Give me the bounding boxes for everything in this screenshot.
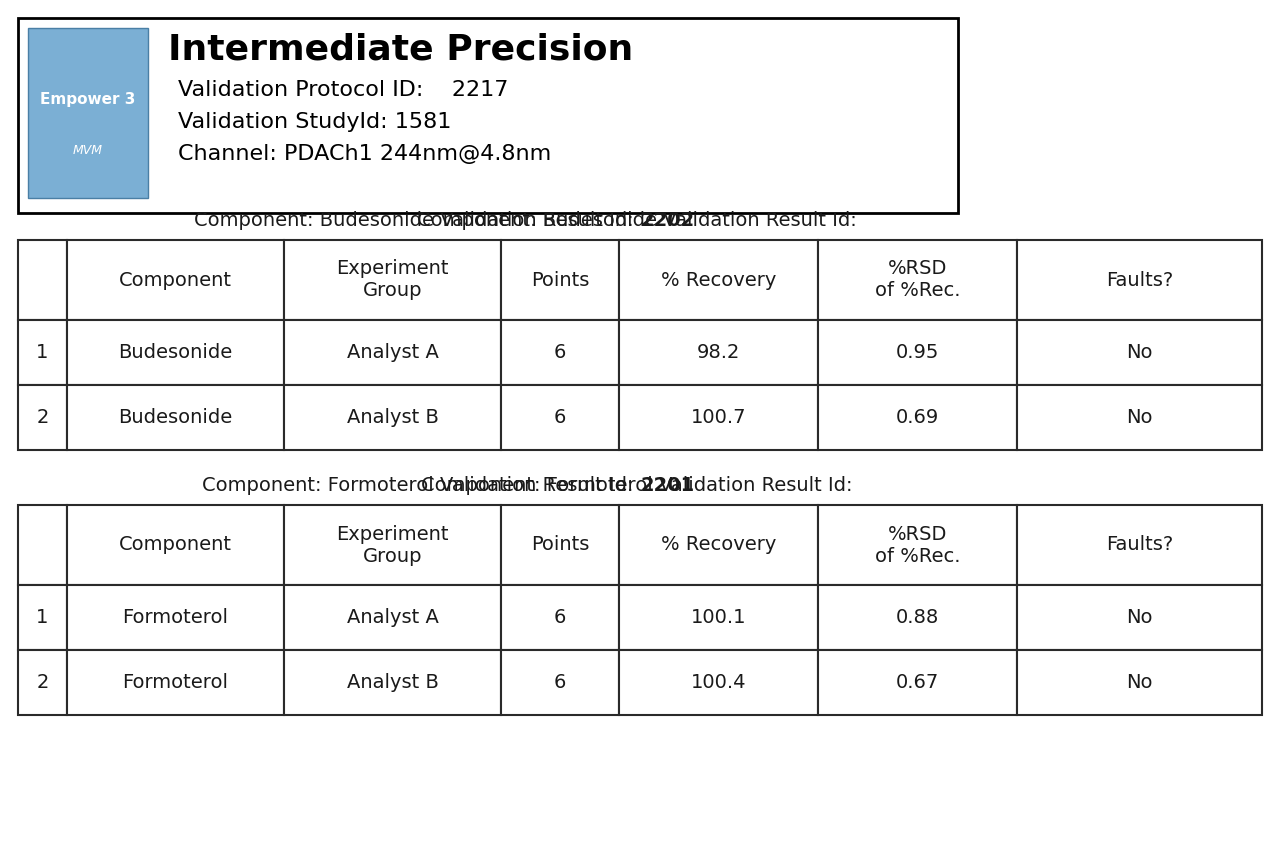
- Bar: [18, 385, 67, 450]
- Bar: [500, 650, 620, 715]
- Bar: [18, 18, 957, 213]
- Bar: [284, 505, 500, 585]
- Bar: [67, 650, 284, 715]
- Text: 2202: 2202: [640, 211, 694, 230]
- Bar: [18, 505, 67, 585]
- Text: Experiment
Group: Experiment Group: [337, 524, 449, 565]
- Bar: [620, 385, 818, 450]
- Text: No: No: [1126, 608, 1153, 627]
- Bar: [818, 585, 1018, 650]
- Text: 100.4: 100.4: [691, 673, 746, 692]
- Bar: [500, 585, 620, 650]
- Bar: [620, 585, 818, 650]
- Text: Component: Budesonide Validation Result Id:: Component: Budesonide Validation Result …: [195, 211, 640, 230]
- Bar: [1018, 320, 1262, 385]
- Text: 2201: 2201: [640, 476, 694, 495]
- Text: 0.88: 0.88: [896, 608, 940, 627]
- Text: Analyst A: Analyst A: [347, 343, 439, 362]
- Text: Formoterol: Formoterol: [123, 608, 229, 627]
- Bar: [18, 650, 67, 715]
- Bar: [500, 385, 620, 450]
- Bar: [28, 28, 148, 198]
- Bar: [1018, 240, 1262, 320]
- Bar: [500, 505, 620, 585]
- Text: Points: Points: [531, 535, 589, 555]
- Text: 2: 2: [36, 408, 49, 427]
- Bar: [1018, 650, 1262, 715]
- Text: Analyst A: Analyst A: [347, 608, 439, 627]
- Bar: [67, 585, 284, 650]
- Text: 1: 1: [36, 608, 49, 627]
- Text: Intermediate Precision: Intermediate Precision: [168, 33, 634, 67]
- Bar: [818, 650, 1018, 715]
- Bar: [1018, 385, 1262, 450]
- Text: Component: Formoterol Validation Result Id:: Component: Formoterol Validation Result …: [202, 476, 640, 495]
- Text: No: No: [1126, 408, 1153, 427]
- Text: Component: Formoterol Validation Result Id:: Component: Formoterol Validation Result …: [421, 476, 859, 495]
- Text: %RSD
of %Rec.: %RSD of %Rec.: [874, 260, 960, 300]
- Bar: [67, 385, 284, 450]
- Text: Faults?: Faults?: [1106, 535, 1174, 555]
- Bar: [818, 385, 1018, 450]
- Text: 6: 6: [554, 673, 566, 692]
- Text: Analyst B: Analyst B: [347, 673, 439, 692]
- Text: Points: Points: [531, 270, 589, 290]
- Bar: [1018, 585, 1262, 650]
- Text: 6: 6: [554, 408, 566, 427]
- Bar: [1018, 505, 1262, 585]
- Text: 6: 6: [554, 343, 566, 362]
- Text: Experiment
Group: Experiment Group: [337, 260, 449, 300]
- Bar: [67, 240, 284, 320]
- Bar: [284, 320, 500, 385]
- Text: 100.7: 100.7: [691, 408, 746, 427]
- Text: MVM: MVM: [73, 144, 102, 157]
- Text: No: No: [1126, 343, 1153, 362]
- Text: Budesonide: Budesonide: [118, 408, 233, 427]
- Text: 6: 6: [554, 608, 566, 627]
- Text: Formoterol: Formoterol: [123, 673, 229, 692]
- Bar: [18, 585, 67, 650]
- Text: 0.95: 0.95: [896, 343, 940, 362]
- Text: Validation Protocol ID:    2217: Validation Protocol ID: 2217: [178, 80, 508, 100]
- Text: Budesonide: Budesonide: [118, 343, 233, 362]
- Text: Analyst B: Analyst B: [347, 408, 439, 427]
- Text: Empower 3: Empower 3: [40, 91, 136, 107]
- Text: %RSD
of %Rec.: %RSD of %Rec.: [874, 524, 960, 565]
- Text: Component: Component: [119, 535, 232, 555]
- Bar: [284, 240, 500, 320]
- Bar: [18, 320, 67, 385]
- Text: 0.69: 0.69: [896, 408, 940, 427]
- Bar: [620, 650, 818, 715]
- Bar: [818, 320, 1018, 385]
- Text: Component: Budesonide Validation Result Id:: Component: Budesonide Validation Result …: [417, 211, 863, 230]
- Bar: [284, 650, 500, 715]
- Bar: [500, 240, 620, 320]
- Bar: [284, 385, 500, 450]
- Text: Channel: PDACh1 244nm@4.8nm: Channel: PDACh1 244nm@4.8nm: [178, 144, 552, 164]
- Text: 2: 2: [36, 673, 49, 692]
- Bar: [284, 585, 500, 650]
- Text: % Recovery: % Recovery: [660, 270, 776, 290]
- Bar: [67, 320, 284, 385]
- Text: No: No: [1126, 673, 1153, 692]
- Bar: [620, 505, 818, 585]
- Bar: [818, 505, 1018, 585]
- Text: Validation StudyId: 1581: Validation StudyId: 1581: [178, 112, 452, 132]
- Text: Component: Component: [119, 270, 232, 290]
- Bar: [67, 505, 284, 585]
- Bar: [620, 320, 818, 385]
- Text: 1: 1: [36, 343, 49, 362]
- Bar: [500, 320, 620, 385]
- Text: % Recovery: % Recovery: [660, 535, 776, 555]
- Text: 100.1: 100.1: [691, 608, 746, 627]
- Bar: [818, 240, 1018, 320]
- Bar: [18, 240, 67, 320]
- Text: 98.2: 98.2: [696, 343, 740, 362]
- Bar: [620, 240, 818, 320]
- Text: Faults?: Faults?: [1106, 270, 1174, 290]
- Text: 0.67: 0.67: [896, 673, 940, 692]
